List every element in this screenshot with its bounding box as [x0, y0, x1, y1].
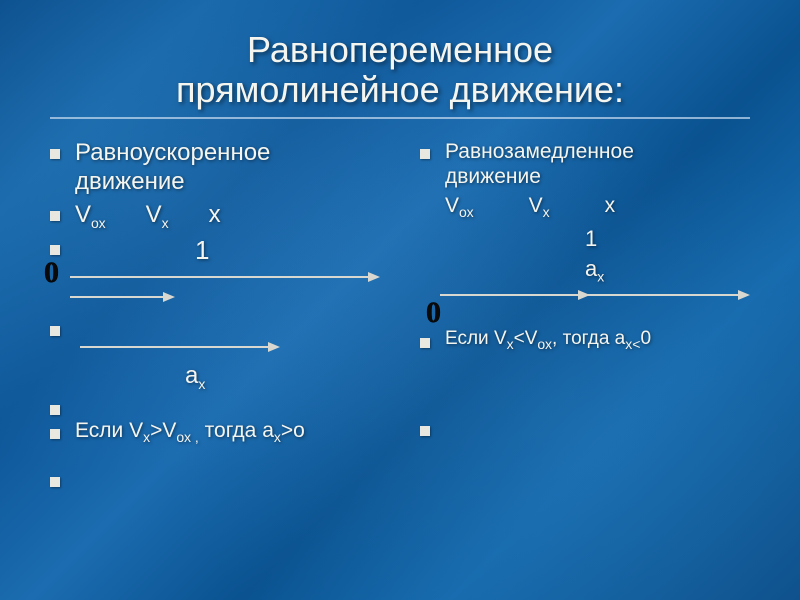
sym-vx: Vх: [146, 201, 169, 231]
left-heading-row: Равноускоренное движение: [50, 139, 380, 197]
left-condition-row: Если Vх>Vох , тогда ах>о: [50, 419, 380, 447]
axis-line: [70, 276, 370, 278]
left-symbols-row: Vох Vх х: [50, 201, 380, 231]
right-heading-row: Равнозамедленное движение: [420, 139, 750, 189]
slide-title: Равнопеременное прямолинейное движение:: [50, 30, 750, 119]
right-one-row: 1: [420, 226, 750, 252]
left-one-row: 1: [50, 235, 380, 266]
bullet-icon: [50, 245, 60, 255]
left-accel-diagram: [50, 340, 380, 360]
right-symbols-row: Vох Vх х: [420, 194, 750, 222]
right-heading-l1: Равнозамедленное: [445, 140, 634, 163]
left-accel-row: ах: [50, 362, 380, 392]
sym-v0x: Vох: [75, 201, 106, 231]
arrowhead-icon: [163, 292, 175, 302]
origin-zero-r: 0: [426, 296, 441, 330]
title-line-1: Равнопеременное: [50, 30, 750, 70]
origin-zero: 0: [44, 256, 59, 290]
accel-label-r: ах: [585, 256, 604, 284]
bullet-icon: [50, 477, 60, 487]
short-arrow-line: [70, 296, 165, 298]
left-spacer2: [50, 395, 380, 415]
left-condition: Если Vх>Vох , тогда ах>о: [75, 419, 305, 445]
left-column: Равноускоренное движение Vох Vх х 1 0: [50, 139, 380, 491]
left-heading: Равноускоренное движение: [75, 139, 270, 197]
right-heading: Равнозамедленное движение: [445, 139, 634, 189]
right-heading-l2: движение: [445, 165, 541, 188]
arrowhead-icon: [738, 290, 750, 300]
sym-v0x-r: Vох: [445, 194, 474, 220]
title-line-2: прямолинейное движение:: [50, 70, 750, 110]
arrowhead-icon: [268, 342, 280, 352]
bullet-icon: [50, 429, 60, 439]
arrowhead-icon: [368, 272, 380, 282]
right-spacer: [420, 416, 750, 436]
left-axis-diagram: 0: [50, 270, 380, 314]
content-columns: Равноускоренное движение Vох Vх х 1 0: [50, 139, 750, 491]
bullet-icon: [50, 405, 60, 415]
left-heading-l2: движение: [75, 168, 185, 195]
right-column: Равнозамедленное движение Vох Vх х 1 ах: [420, 139, 750, 491]
accel-arrow-line: [80, 346, 270, 348]
left-spacer3: [50, 467, 380, 487]
slide-container: Равнопеременное прямолинейное движение: …: [0, 0, 800, 600]
bullet-icon: [420, 338, 430, 348]
right-symbols: Vох Vх х: [445, 194, 615, 220]
left-heading-l1: Равноускоренное: [75, 139, 270, 166]
bullet-icon: [50, 211, 60, 221]
right-condition: Если Vх<Vох, тогда ах<0: [445, 328, 651, 352]
label-one: 1: [195, 235, 209, 266]
sym-x-r: х: [605, 194, 616, 218]
arrowhead-icon: [578, 290, 590, 300]
bullet-icon: [420, 149, 430, 159]
left-spacer: [50, 316, 380, 336]
bullet-icon: [50, 149, 60, 159]
right-accel-row-top: ах: [420, 256, 750, 284]
label-one-r: 1: [585, 226, 597, 252]
short-arrow-line-r: [440, 294, 580, 296]
right-axis-diagram: 0: [420, 288, 750, 318]
left-symbols: Vох Vх х: [75, 201, 221, 231]
bullet-icon: [50, 326, 60, 336]
sym-x: х: [209, 201, 221, 229]
right-condition-row: Если Vх<Vох, тогда ах<0: [420, 328, 750, 356]
sym-vx-r: Vх: [529, 194, 550, 220]
accel-label: ах: [185, 362, 205, 392]
bullet-icon: [420, 426, 430, 436]
